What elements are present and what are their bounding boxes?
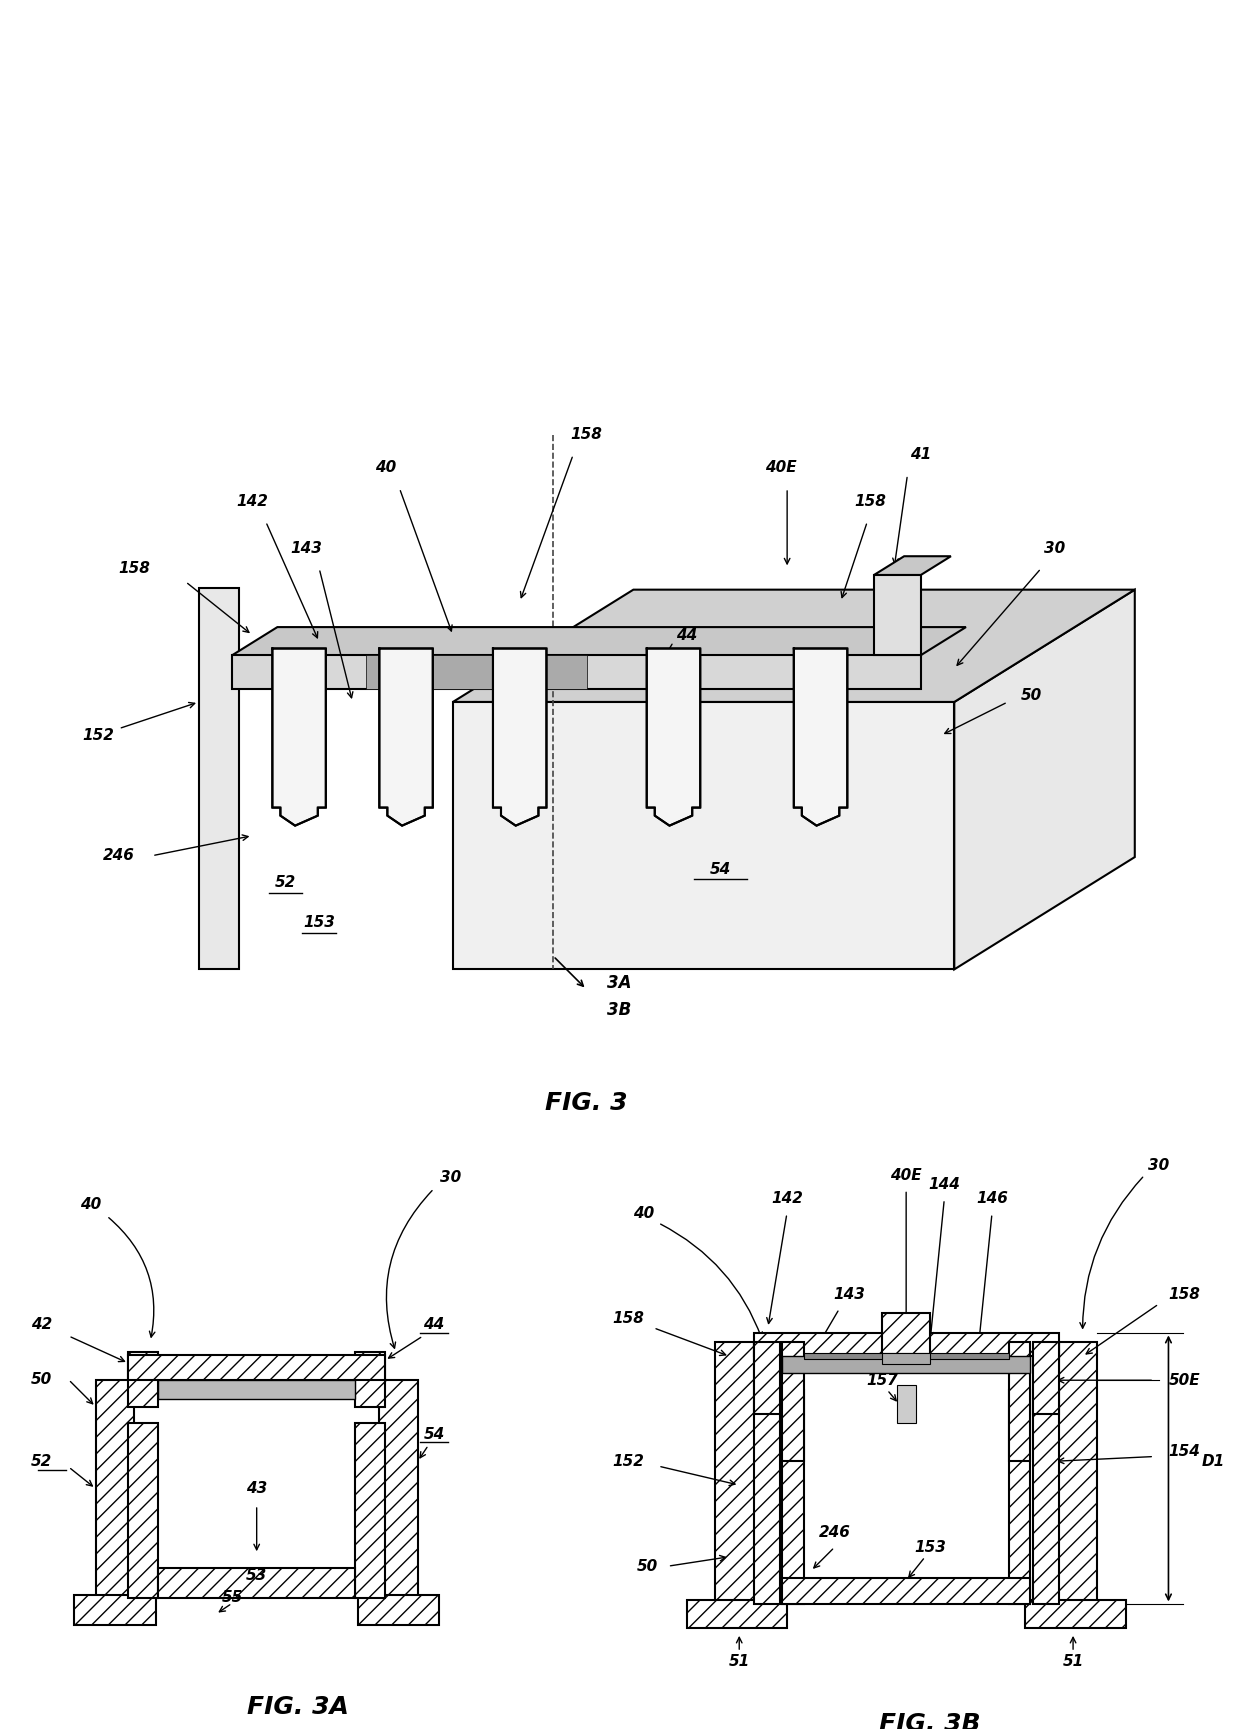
Polygon shape	[232, 628, 966, 655]
Bar	[687, 1599, 787, 1629]
Text: 42: 42	[31, 1317, 52, 1333]
Text: 143: 143	[290, 541, 321, 555]
Bar	[129, 1352, 159, 1407]
Text: FIG. 3B: FIG. 3B	[879, 1712, 981, 1729]
FancyBboxPatch shape	[874, 576, 921, 655]
Bar	[754, 1333, 1059, 1356]
Bar	[782, 1390, 804, 1605]
Text: 152: 152	[613, 1454, 644, 1470]
FancyBboxPatch shape	[232, 655, 921, 688]
Text: 153: 153	[914, 1539, 946, 1554]
Text: 53: 53	[246, 1568, 268, 1584]
Bar	[159, 1568, 355, 1598]
Text: 158: 158	[1168, 1286, 1200, 1302]
Text: 158: 158	[119, 560, 150, 576]
Text: 40: 40	[79, 1198, 100, 1212]
Polygon shape	[198, 588, 239, 970]
FancyBboxPatch shape	[453, 702, 955, 970]
Polygon shape	[273, 648, 326, 826]
Text: 40E: 40E	[765, 460, 796, 475]
Text: 44: 44	[423, 1317, 445, 1333]
Text: D1: D1	[1202, 1454, 1225, 1470]
Text: 154: 154	[1168, 1444, 1200, 1459]
Text: 52: 52	[275, 875, 296, 890]
Text: 51: 51	[729, 1655, 750, 1668]
Polygon shape	[379, 648, 433, 826]
Bar	[883, 1354, 930, 1364]
Text: 246: 246	[818, 1525, 851, 1541]
Bar	[355, 1423, 384, 1598]
Text: 3A: 3A	[487, 654, 512, 671]
Bar	[1008, 1390, 1030, 1605]
Text: FIG. 3: FIG. 3	[546, 1091, 627, 1115]
Bar	[1033, 1342, 1059, 1605]
Text: 30: 30	[1044, 541, 1065, 555]
Bar	[897, 1385, 915, 1423]
Text: 55: 55	[222, 1591, 243, 1605]
Text: 30: 30	[440, 1171, 461, 1184]
Bar	[782, 1342, 804, 1461]
Text: 3B: 3B	[461, 666, 485, 685]
Text: 52: 52	[31, 1454, 52, 1470]
Bar	[754, 1342, 780, 1605]
Text: 41: 41	[910, 448, 931, 462]
Bar	[379, 1380, 418, 1598]
Text: 50: 50	[637, 1560, 658, 1573]
Text: 3A: 3A	[606, 973, 631, 992]
Bar	[355, 1352, 384, 1407]
Bar	[782, 1579, 1030, 1605]
Bar	[715, 1342, 759, 1605]
Bar	[95, 1380, 134, 1598]
Text: 54: 54	[709, 861, 730, 877]
Polygon shape	[794, 648, 847, 826]
Text: 143: 143	[833, 1286, 864, 1302]
Bar	[754, 1342, 780, 1414]
Text: 158: 158	[613, 1311, 644, 1326]
Text: 50: 50	[1021, 688, 1043, 702]
Bar	[129, 1356, 384, 1380]
Text: 30: 30	[1148, 1158, 1169, 1172]
Text: 158: 158	[570, 427, 603, 443]
Bar	[129, 1423, 159, 1598]
Bar	[1054, 1342, 1097, 1605]
Polygon shape	[366, 655, 587, 688]
Bar	[357, 1596, 439, 1625]
Text: 54: 54	[423, 1426, 445, 1442]
Bar	[782, 1356, 1030, 1373]
Text: 3B: 3B	[606, 1001, 631, 1018]
Bar	[1008, 1342, 1030, 1461]
Text: 153: 153	[304, 915, 335, 930]
Text: FIG. 3A: FIG. 3A	[247, 1694, 348, 1719]
Text: 40E: 40E	[890, 1167, 923, 1183]
Text: 142: 142	[771, 1191, 802, 1207]
Bar	[1033, 1342, 1059, 1414]
Polygon shape	[494, 648, 547, 826]
Text: 146: 146	[976, 1191, 1008, 1207]
Text: 51: 51	[1063, 1655, 1084, 1668]
Bar	[883, 1314, 930, 1356]
Bar	[159, 1380, 355, 1399]
Text: 142: 142	[237, 494, 268, 508]
Text: 40: 40	[376, 460, 397, 475]
Text: 50: 50	[31, 1373, 52, 1387]
Text: 158: 158	[854, 494, 885, 508]
Polygon shape	[647, 648, 701, 826]
Bar	[74, 1596, 156, 1625]
Text: 50E: 50E	[1168, 1373, 1200, 1388]
Polygon shape	[874, 557, 951, 576]
Bar	[804, 1354, 1008, 1359]
Text: 246: 246	[103, 849, 134, 863]
Text: 40: 40	[634, 1205, 655, 1221]
Text: 43: 43	[246, 1482, 268, 1496]
Text: 144: 144	[929, 1177, 960, 1193]
Text: 157: 157	[867, 1373, 898, 1388]
Bar	[1025, 1599, 1126, 1629]
Text: 152: 152	[83, 728, 114, 743]
Text: 44: 44	[676, 628, 697, 643]
Polygon shape	[453, 590, 1135, 702]
Polygon shape	[955, 590, 1135, 970]
